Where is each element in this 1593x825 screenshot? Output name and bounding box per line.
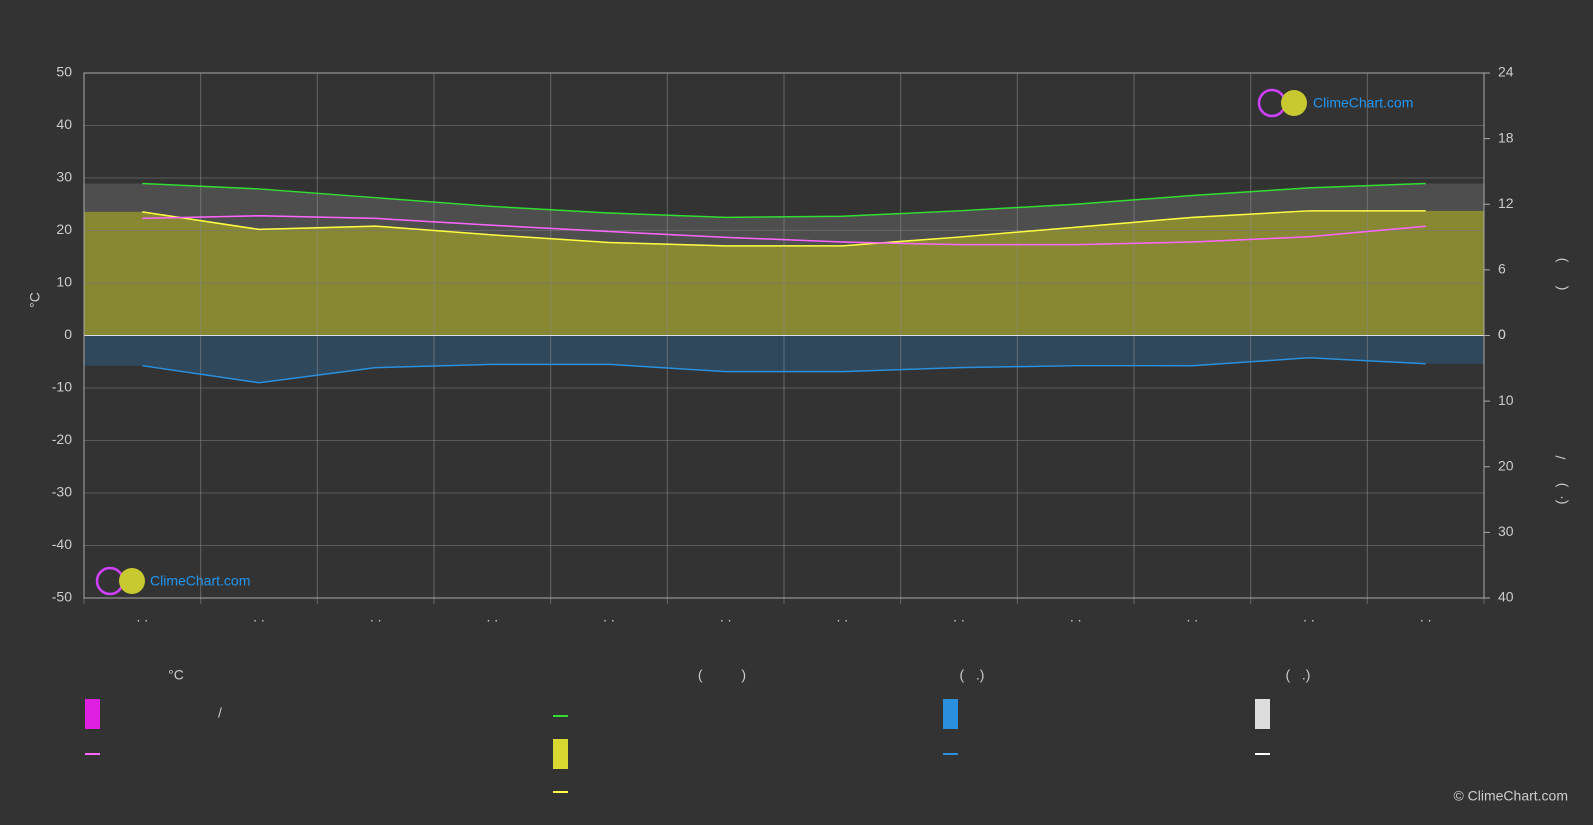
plot-frame bbox=[83, 72, 1485, 599]
y-tick-label: 0 bbox=[64, 326, 72, 342]
y2-tick-label: 18 bbox=[1498, 129, 1514, 145]
x-tick-label: . . bbox=[136, 609, 148, 625]
y-axis-label: °C bbox=[27, 292, 43, 308]
logo-text: ClimeChart.com bbox=[1313, 95, 1413, 111]
line bbox=[142, 210, 1426, 247]
legend-header: ( ) bbox=[698, 667, 746, 683]
x-tick-label: . . bbox=[1186, 609, 1198, 625]
line bbox=[142, 357, 1426, 384]
line bbox=[142, 182, 1426, 219]
y3-tick-label: 30 bbox=[1498, 523, 1514, 539]
x-tick-label: . . bbox=[1420, 609, 1432, 625]
y3-tick-label: 40 bbox=[1498, 589, 1514, 605]
y3-axis-label: (· ) / bbox=[1553, 455, 1569, 504]
y3-tick-label: 0 bbox=[1498, 326, 1506, 342]
legend-slash: / bbox=[218, 705, 222, 721]
y-tick-label: 10 bbox=[56, 274, 72, 290]
y3-tick-label: 20 bbox=[1498, 457, 1514, 473]
y3-tick-label: 10 bbox=[1498, 392, 1514, 408]
y2-tick-label: 24 bbox=[1498, 64, 1514, 80]
x-tick-label: . . bbox=[370, 609, 382, 625]
legend-swatch bbox=[1255, 699, 1270, 729]
x-tick-label: . . bbox=[1070, 609, 1082, 625]
y-tick-label: -10 bbox=[52, 379, 72, 395]
y-tick-label: -20 bbox=[52, 431, 72, 447]
y2-tick-label: 6 bbox=[1498, 261, 1506, 277]
x-tick-label: . . bbox=[1303, 609, 1315, 625]
y2-axis-label: ( ) bbox=[1553, 258, 1569, 291]
logo-top: ClimeChart.com bbox=[1257, 88, 1413, 118]
y2-tick-label: 0 bbox=[1498, 326, 1506, 342]
y-tick-label: 20 bbox=[56, 221, 72, 237]
logo-sun bbox=[119, 568, 145, 594]
y-tick-label: -30 bbox=[52, 484, 72, 500]
y-tick-label: 40 bbox=[56, 116, 72, 132]
legend-header: °C bbox=[168, 667, 184, 683]
y-tick-label: -40 bbox=[52, 536, 72, 552]
legend-header: ( .) bbox=[960, 667, 985, 683]
line bbox=[142, 215, 1426, 246]
y-tick-label: 30 bbox=[56, 169, 72, 185]
legend-swatch bbox=[85, 699, 100, 729]
x-tick-label: . . bbox=[253, 609, 265, 625]
x-tick-label: . . bbox=[720, 609, 732, 625]
x-tick-label: . . bbox=[953, 609, 965, 625]
x-tick-label: . . bbox=[486, 609, 498, 625]
y-tick-label: -50 bbox=[52, 589, 72, 605]
y2-tick-label: 12 bbox=[1498, 195, 1514, 211]
logo-sun bbox=[1281, 90, 1307, 116]
copyright: © ClimeChart.com bbox=[1453, 788, 1568, 804]
legend-swatch bbox=[943, 699, 958, 729]
legend-header: ( .) bbox=[1286, 667, 1311, 683]
legend-swatch bbox=[553, 739, 568, 769]
x-tick-label: . . bbox=[836, 609, 848, 625]
x-tick-label: . . bbox=[603, 609, 615, 625]
y-tick-label: 50 bbox=[56, 64, 72, 80]
